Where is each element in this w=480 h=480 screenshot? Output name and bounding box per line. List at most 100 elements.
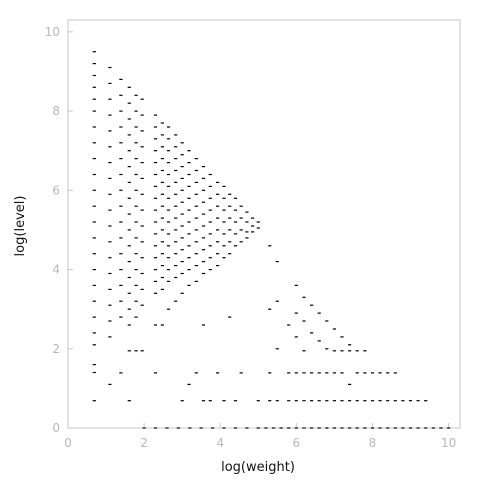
data-point [92,205,96,207]
data-point [119,316,123,318]
data-point [134,142,138,144]
data-point [174,241,178,243]
data-point [160,253,164,255]
data-point [180,201,184,203]
data-point [447,427,451,429]
data-point [201,249,206,251]
data-point [153,114,158,116]
data-point [302,372,306,374]
data-point [251,217,255,219]
data-point [239,229,243,231]
data-point [228,241,232,243]
data-point [370,427,375,429]
data-point [268,308,272,310]
data-point [174,158,178,160]
data-point [134,316,138,318]
data-point [108,130,112,132]
data-point [233,197,238,199]
y-axis-label: log(level) [13,196,28,257]
data-point [92,344,96,346]
data-point [127,229,131,231]
data-point [325,427,329,429]
data-point [180,249,184,251]
data-point [317,312,321,314]
data-point [174,146,178,148]
y-tick-label: 8 [52,104,60,118]
data-point [208,209,212,211]
data-point [134,237,138,239]
data-point [127,134,131,136]
data-point [317,400,321,402]
data-point [268,400,272,402]
data-point [166,126,171,128]
data-point [153,197,158,199]
data-point [92,300,96,302]
data-point [378,427,382,429]
data-point [188,427,192,429]
data-point [160,265,164,267]
data-point [363,400,367,402]
data-point [127,350,131,352]
data-point [140,241,144,243]
data-point [424,400,428,402]
data-point [201,261,206,263]
data-point [408,427,413,429]
data-point [92,332,96,334]
y-axis-ticks: 0 2 4 6 8 10 [45,25,73,435]
data-point [92,74,96,77]
data-point [108,241,112,243]
data-point [245,427,249,429]
x-tick-label: 10 [441,436,456,450]
data-point [302,350,306,352]
data-point [166,221,171,223]
data-point [325,320,329,322]
data-point [222,257,226,259]
data-point [140,114,144,116]
data-point [166,150,171,152]
data-point [160,276,164,279]
data-point [92,51,96,53]
data-point [201,237,206,239]
data-point [119,110,123,112]
data-point [211,427,215,429]
data-point [174,229,178,231]
data-point [140,272,144,275]
data-point [174,265,178,267]
data-point [140,162,144,164]
data-point [187,284,191,286]
data-point [222,221,226,223]
data-point [325,400,329,402]
data-point [119,221,123,223]
data-point [294,372,298,374]
data-point [275,300,279,302]
data-point [401,427,405,429]
data-point [108,288,112,290]
data-point [310,304,314,306]
data-point [153,245,158,247]
data-point [153,173,158,176]
data-point [160,229,164,231]
data-point [194,158,198,160]
data-point [119,158,123,160]
data-point [275,348,279,350]
data-point [134,94,138,96]
data-point [194,241,198,243]
data-point [340,336,344,338]
data-point [332,328,336,330]
data-point [332,400,336,402]
plot-frame [67,19,461,429]
data-point [233,245,238,247]
data-point [340,427,344,429]
data-point [119,142,123,144]
data-point [187,233,191,235]
data-point [160,158,164,160]
data-point [348,383,352,385]
data-point [174,253,178,255]
data-point [348,350,352,352]
data-point [332,427,336,429]
data-point [233,233,238,235]
data-point [239,205,243,207]
data-point [92,63,96,65]
data-point [187,209,191,211]
data-point [216,205,220,207]
